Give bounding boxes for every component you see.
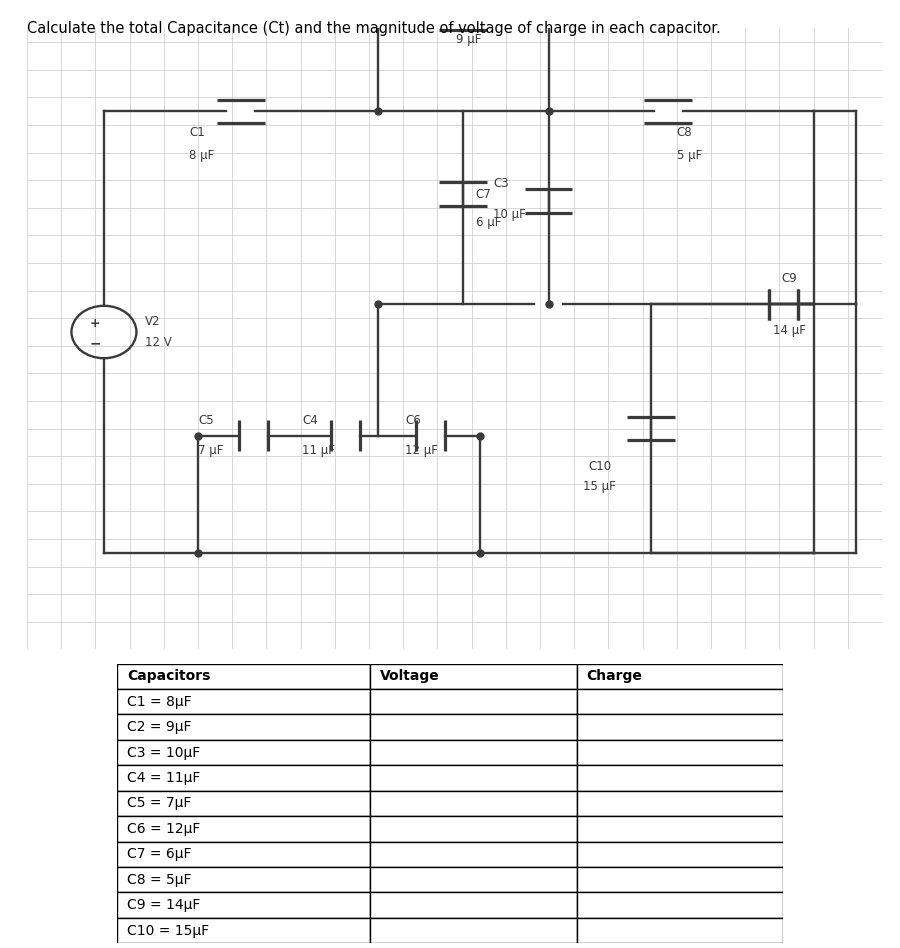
Text: Capacitors: Capacitors <box>127 669 211 684</box>
Bar <box>117 842 370 867</box>
Bar <box>370 791 577 816</box>
Bar <box>117 791 370 816</box>
Text: C2: C2 <box>461 0 477 3</box>
Text: C9: C9 <box>782 272 797 285</box>
Text: C3: C3 <box>493 177 508 191</box>
Text: C7 = 6μF: C7 = 6μF <box>127 848 192 862</box>
Bar <box>577 739 783 765</box>
Text: C8 = 5μF: C8 = 5μF <box>127 873 192 886</box>
Text: 15 μF: 15 μF <box>583 481 617 493</box>
Text: C2 = 9μF: C2 = 9μF <box>127 720 192 734</box>
Bar <box>577 664 783 689</box>
Text: +: + <box>90 317 101 330</box>
Bar <box>370 664 577 689</box>
Bar <box>577 892 783 918</box>
Text: C6 = 12μF: C6 = 12μF <box>127 822 201 836</box>
Bar <box>370 918 577 943</box>
Bar <box>117 867 370 892</box>
Text: C6: C6 <box>405 414 420 428</box>
Bar <box>370 867 577 892</box>
Text: C4 = 11μF: C4 = 11μF <box>127 771 201 785</box>
Bar <box>117 918 370 943</box>
Bar <box>577 791 783 816</box>
Bar <box>117 739 370 765</box>
Text: C8: C8 <box>677 126 692 139</box>
Text: Charge: Charge <box>587 669 643 684</box>
Bar <box>370 739 577 765</box>
Bar <box>370 892 577 918</box>
Bar <box>577 867 783 892</box>
Bar <box>577 715 783 739</box>
Bar <box>370 765 577 791</box>
Bar <box>577 765 783 791</box>
Bar <box>117 715 370 739</box>
Bar <box>577 918 783 943</box>
Text: C9 = 14μF: C9 = 14μF <box>127 898 201 912</box>
Text: C5: C5 <box>198 414 213 428</box>
Text: C5 = 7μF: C5 = 7μF <box>127 796 192 811</box>
Text: −: − <box>90 336 101 350</box>
Text: C10 = 15μF: C10 = 15μF <box>127 923 209 938</box>
Text: C1: C1 <box>189 126 205 139</box>
Text: 10 μF: 10 μF <box>493 208 526 221</box>
Text: C1 = 8μF: C1 = 8μF <box>127 695 192 709</box>
Bar <box>577 689 783 715</box>
Text: C3 = 10μF: C3 = 10μF <box>127 745 200 759</box>
Text: 12 V: 12 V <box>145 336 172 349</box>
Bar <box>117 664 370 689</box>
Text: 12 μF: 12 μF <box>405 444 437 457</box>
Bar <box>117 765 370 791</box>
Bar <box>117 816 370 842</box>
Text: 7 μF: 7 μF <box>198 444 223 457</box>
Text: Calculate the total Capacitance (Ct) and the magnitude of voltage of charge in e: Calculate the total Capacitance (Ct) and… <box>27 21 721 36</box>
Text: Voltage: Voltage <box>380 669 440 684</box>
Text: 11 μF: 11 μF <box>302 444 335 457</box>
Bar <box>370 715 577 739</box>
Text: C4: C4 <box>302 414 318 428</box>
Text: 9 μF: 9 μF <box>456 33 482 46</box>
Text: C7: C7 <box>476 188 491 201</box>
Text: 8 μF: 8 μF <box>189 149 215 162</box>
Bar <box>117 689 370 715</box>
Bar <box>370 816 577 842</box>
Text: 14 μF: 14 μF <box>773 323 806 337</box>
Bar <box>577 816 783 842</box>
Text: C10: C10 <box>589 460 611 473</box>
Bar <box>577 842 783 867</box>
Bar <box>370 689 577 715</box>
Bar <box>117 892 370 918</box>
Text: 5 μF: 5 μF <box>677 149 702 162</box>
Text: 6 μF: 6 μF <box>476 216 501 229</box>
Text: V2: V2 <box>145 315 160 328</box>
Bar <box>370 842 577 867</box>
